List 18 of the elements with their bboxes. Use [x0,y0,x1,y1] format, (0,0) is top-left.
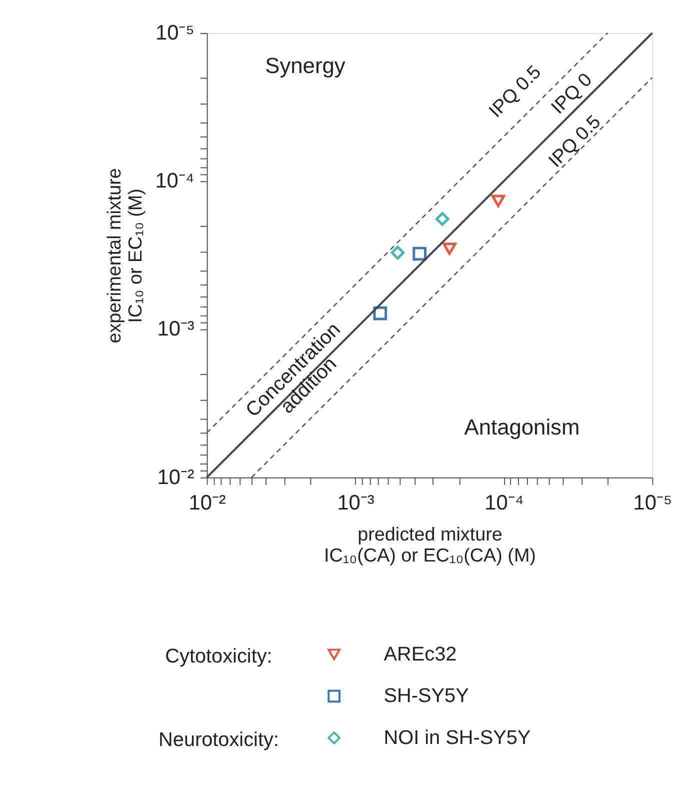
legend-label: AREc32 [384,643,457,666]
x-tick-label: 10⁻² [188,492,226,515]
legend-label: SH-SY5Y [384,685,469,708]
text: Cytotoxicity: [165,645,272,668]
annotation: Synergy [265,52,346,78]
y-axis-title: experimental mixture IC₁₀ or EC₁₀ (M) [104,168,146,344]
y-tick-label: 10⁻⁵ [156,21,194,44]
annotation: Antagonism [464,414,580,440]
text: Neurotoxicity: [158,728,279,751]
x-axis-title: predicted mixture IC₁₀(CA) or EC₁₀(CA) (M) [324,524,536,566]
annotation: IPQ 0.5 [485,62,546,122]
y-tick-label: 10⁻³ [157,318,194,341]
legend-label: NOI in SH-SY5Y [384,726,531,749]
y-tick-label: 10⁻⁴ [155,170,194,193]
x-tick-label: 10⁻⁵ [633,492,672,515]
x-tick-label: 10⁻⁴ [484,492,524,515]
y-tick-label: 10⁻² [157,466,194,489]
x-tick-label: 10⁻³ [337,492,374,515]
